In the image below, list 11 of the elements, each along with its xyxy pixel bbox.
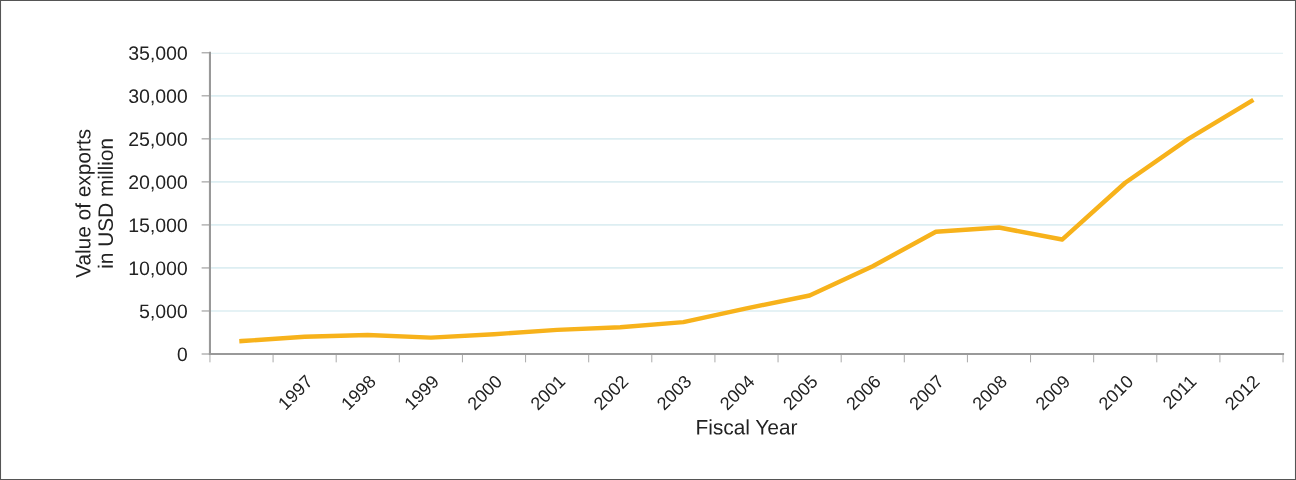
line-series: [239, 98, 1254, 344]
y-tick-label: 10,000: [129, 261, 187, 278]
y-tick-label: 30,000: [129, 89, 187, 106]
x-axis-title: Fiscal Year: [697, 419, 798, 435]
y-axis-title: Value of exports in USD million: [75, 129, 114, 278]
y-tick-label: 15,000: [129, 218, 187, 235]
y-tick-label: 20,000: [129, 175, 187, 192]
y-tick-label: 25,000: [129, 132, 187, 149]
y-tick-label: 0: [177, 347, 187, 362]
y-tick-label: 5,000: [139, 304, 187, 321]
y-tick-label: 35,000: [129, 46, 187, 63]
